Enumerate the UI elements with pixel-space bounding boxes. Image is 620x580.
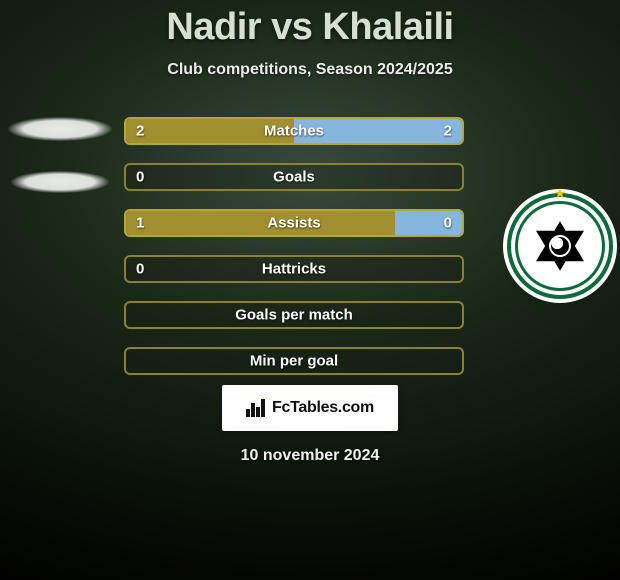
stat-label: Min per goal bbox=[250, 353, 338, 370]
club-badge-maccabi-haifa: ★ bbox=[511, 197, 609, 295]
page-subtitle: Club competitions, Season 2024/2025 bbox=[167, 61, 452, 79]
club-badge-inner bbox=[531, 217, 589, 275]
star-of-david-icon bbox=[534, 220, 586, 272]
comparison-row: 2 2 Matches 0 Goals 1 0 Assists 0 Hattricks Goals … bbox=[0, 117, 620, 375]
content-wrapper: Nadir vs Khalaili Club competitions, Sea… bbox=[0, 0, 620, 580]
stat-label: Goals per match bbox=[235, 307, 353, 324]
stat-label: Assists bbox=[267, 215, 320, 232]
player-right-column: ★ bbox=[500, 117, 620, 295]
crown-icon: ★ bbox=[554, 185, 567, 202]
stat-row: 2 2 Matches bbox=[124, 117, 464, 145]
stat-label: Hattricks bbox=[262, 261, 326, 278]
stat-bars-container: 2 2 Matches 0 Goals 1 0 Assists 0 Hattricks Goals … bbox=[120, 117, 500, 375]
stat-row: 0 Goals bbox=[124, 163, 464, 191]
stat-fill-left bbox=[126, 211, 395, 235]
stat-label: Matches bbox=[264, 123, 324, 140]
stat-value-left: 2 bbox=[136, 123, 144, 140]
stat-value-right: 2 bbox=[444, 123, 452, 140]
branding-text: FcTables.com bbox=[272, 399, 374, 417]
bars-chart-icon bbox=[246, 399, 266, 417]
stat-value-left: 0 bbox=[136, 261, 144, 278]
stat-value-left: 1 bbox=[136, 215, 144, 232]
stat-row: Min per goal bbox=[124, 347, 464, 375]
player-left-column bbox=[0, 117, 120, 193]
player-left-placeholder-1 bbox=[8, 117, 112, 141]
stat-row: 1 0 Assists bbox=[124, 209, 464, 237]
stat-row: 0 Hattricks bbox=[124, 255, 464, 283]
date-label: 10 november 2024 bbox=[241, 447, 380, 465]
branding-box: FcTables.com bbox=[222, 385, 398, 431]
football-icon bbox=[549, 235, 571, 257]
player-left-placeholder-2 bbox=[11, 171, 109, 193]
stat-row: Goals per match bbox=[124, 301, 464, 329]
stat-label: Goals bbox=[273, 169, 315, 186]
stat-value-right: 0 bbox=[444, 215, 452, 232]
stat-value-left: 0 bbox=[136, 169, 144, 186]
page-title: Nadir vs Khalaili bbox=[166, 6, 453, 49]
